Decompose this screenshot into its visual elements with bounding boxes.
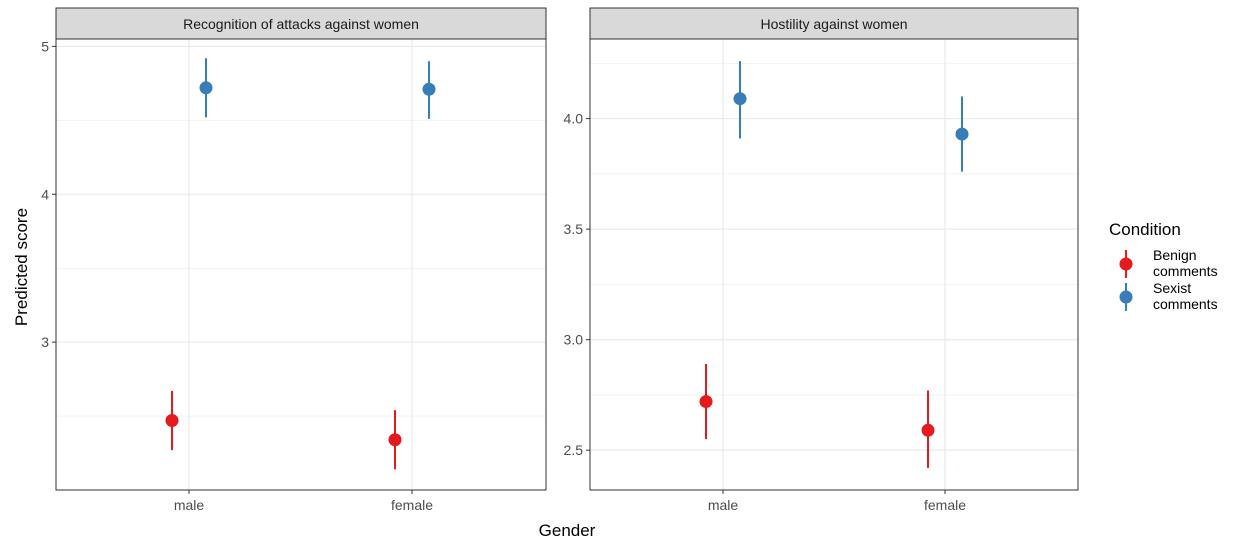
data-point — [733, 92, 747, 106]
data-point — [388, 433, 402, 447]
x-tick-label: male — [708, 497, 739, 513]
facet-strip — [589, 7, 1079, 40]
y-axis-title: Predicted score — [12, 208, 31, 326]
legend-label: Benign — [1153, 247, 1197, 263]
data-point — [165, 414, 179, 428]
facet-title: Hostility against women — [760, 16, 907, 32]
data-point — [955, 127, 969, 141]
data-point — [699, 395, 713, 409]
legend-label: comments — [1153, 296, 1218, 312]
y-tick-label: 4.0 — [564, 111, 584, 127]
x-axis-title: Gender — [539, 521, 596, 540]
facet-title: Recognition of attacks against women — [183, 16, 419, 32]
legend-key-point — [1119, 290, 1133, 304]
y-tick-label: 2.5 — [564, 442, 584, 458]
panels: Recognition of attacks against women 3 4 5 m… — [41, 7, 1079, 513]
legend-title: Condition — [1109, 220, 1181, 239]
data-point — [422, 82, 436, 96]
legend-key-point — [1119, 257, 1133, 271]
y-tick-label: 3.5 — [564, 221, 584, 237]
x-tick-label: male — [174, 497, 205, 513]
data-point — [199, 81, 213, 95]
y-tick-label: 4 — [41, 186, 49, 202]
panel-1: Recognition of attacks against women 3 4 5 m… — [41, 7, 547, 513]
y-tick-label: 3.0 — [564, 332, 584, 348]
y-tick-label: 5 — [41, 38, 49, 54]
x-tick-label: female — [391, 497, 433, 513]
legend-label: Sexist — [1153, 280, 1191, 296]
legend-label: comments — [1153, 263, 1218, 279]
x-tick-label: female — [924, 497, 966, 513]
data-point — [921, 423, 935, 437]
facet-strip — [55, 7, 547, 40]
panel-border — [55, 38, 547, 491]
panel-2: Hostility against women 2.5 3.0 3.5 4.0 male f… — [564, 7, 1079, 513]
y-tick-label: 3 — [41, 334, 49, 350]
panel-border — [589, 38, 1079, 491]
